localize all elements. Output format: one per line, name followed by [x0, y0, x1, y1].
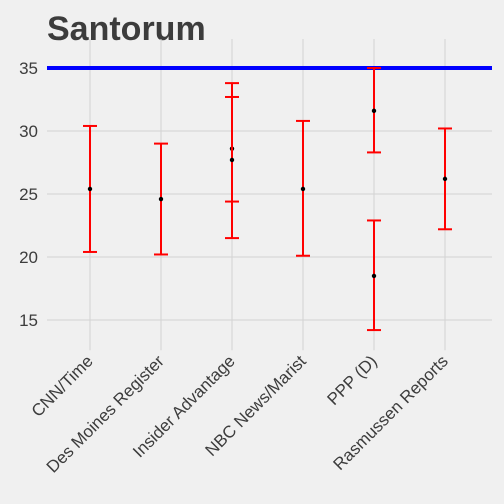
error-bar [154, 142, 168, 256]
error-bar [367, 219, 381, 332]
data-point [371, 273, 377, 279]
y-tick-label: 20 [19, 248, 38, 267]
y-tick-label: 35 [19, 59, 38, 78]
error-bars [83, 67, 452, 332]
data-point [442, 176, 448, 182]
y-tick-label: 15 [19, 311, 38, 330]
error-bar [83, 124, 97, 253]
y-tick-label: 25 [19, 185, 38, 204]
data-point [229, 157, 235, 163]
y-tick-label: 30 [19, 122, 38, 141]
data-point [371, 108, 377, 114]
error-bar [296, 119, 310, 257]
data-point [300, 186, 306, 192]
data-point [87, 186, 93, 192]
y-axis-ticks: 15 20 25 30 35 [19, 59, 38, 330]
error-bar [438, 127, 452, 231]
error-bar [367, 67, 381, 154]
data-point [158, 196, 164, 202]
chart-title: Santorum [47, 10, 206, 48]
error-bar [225, 82, 239, 240]
